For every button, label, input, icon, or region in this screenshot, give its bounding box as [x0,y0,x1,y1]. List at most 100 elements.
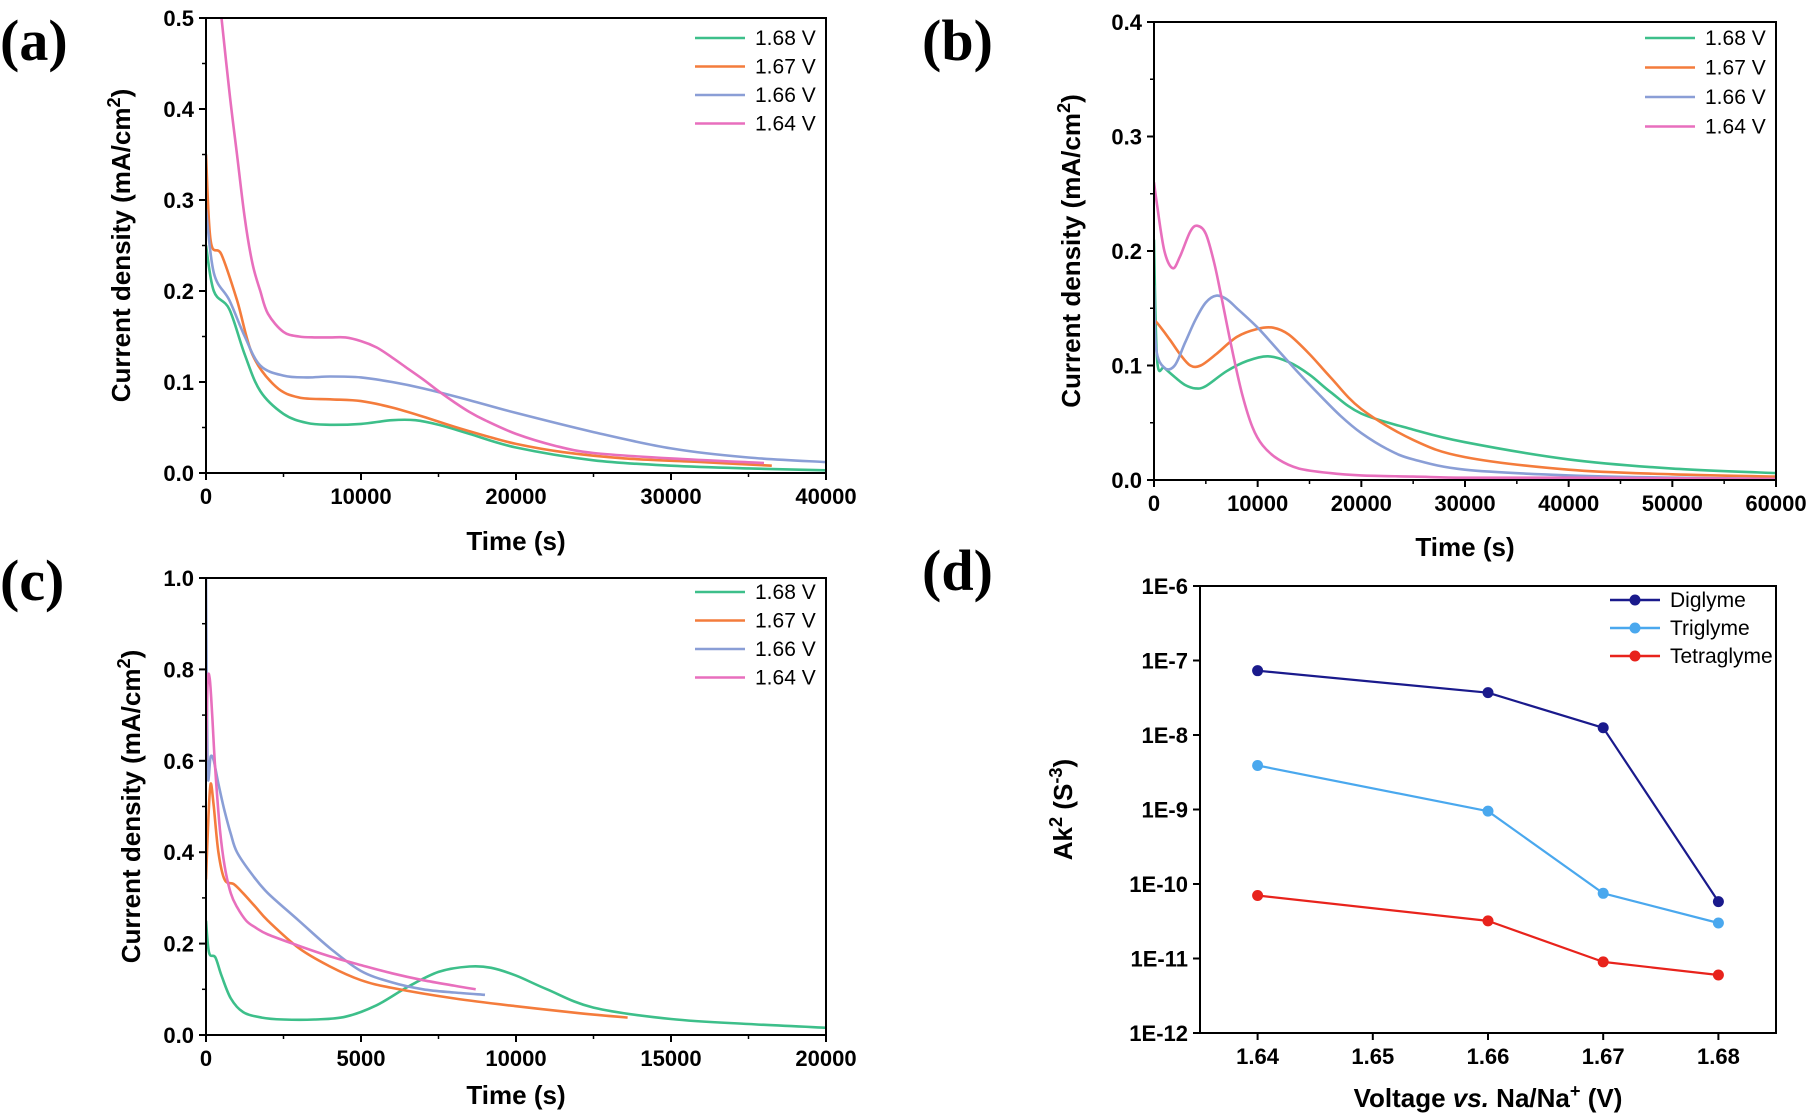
data-point-2-2 [1482,805,1494,817]
y-tick-label: 0.1 [163,370,194,395]
legend-label: Triglyme [1670,617,1750,640]
x-tick-label: 10000 [1227,491,1288,516]
panel-letter: (c) [0,548,64,613]
series-line-1 [1154,239,1776,475]
legend-label: 1.64 V [755,113,816,136]
series-line-3 [206,578,486,997]
legend: 1.68 V 1.67 V 1.66 V 1.64 V [695,27,816,136]
legend-marker [1629,594,1641,606]
panel-letter: (d) [922,538,993,603]
x-axis-title: Time (s) [466,1080,565,1110]
series-line-2 [206,782,628,1019]
series-line-3 [1154,285,1776,480]
series-line-3 [206,208,826,464]
data-point-1-1 [1252,665,1264,677]
y-tick-label: 0.8 [163,657,194,682]
y-tick-label: 1E-7 [1142,649,1188,674]
x-axis-title: Time (s) [466,526,565,556]
x-tick-label: 10000 [485,1046,546,1071]
legend-marker [1629,622,1641,634]
x-tick-label: 5000 [337,1046,386,1071]
x-tick-label: 1.65 [1351,1044,1394,1069]
y-tick-label: 0.1 [1111,354,1142,379]
data-point-1-4 [1712,896,1724,908]
y-tick-label: 0.0 [1111,468,1142,493]
y-tick-label: 1E-8 [1142,723,1188,748]
y-tick-label: 1.0 [163,566,194,591]
data-point-1-3 [1597,722,1609,734]
chart-panel-3: (c) 0 5000 10000 15000 20000 0.0 0.2 0.4 0.6 0.8 1.… [0,548,857,1110]
y-tick-label: 1E-11 [1131,947,1189,972]
legend-label: 1.66 V [755,84,816,107]
y-tick-label: 1E-12 [1129,1021,1188,1046]
series-line-1 [1257,669,1720,903]
series-line-4 [1154,182,1776,480]
series-line-3 [1257,894,1719,977]
legend-label: 1.66 V [1705,86,1766,109]
x-tick-label: 30000 [640,484,701,509]
legend-label: Diglyme [1670,589,1746,612]
plot-area [206,578,826,1029]
data-point-1-2 [1482,687,1494,699]
data-point-3-2 [1482,915,1494,927]
y-axis-title: Ak2 (S-3) [1046,759,1078,860]
x-tick-label: 40000 [795,484,856,509]
series-line-4 [206,672,476,991]
x-tick-label: 15000 [640,1046,701,1071]
y-tick-label: 1E-9 [1142,798,1188,823]
y-tick-label: 0.4 [1111,10,1142,35]
y-tick-label: 0.0 [163,461,194,486]
x-tick-label: 40000 [1538,491,1599,516]
y-tick-label: 0.4 [163,840,194,865]
legend-label: 1.67 V [755,56,816,79]
data-point-2-3 [1597,887,1609,899]
data-point-3-1 [1252,890,1264,902]
legend-label: Tetraglyme [1670,645,1773,668]
x-tick-label: 1.67 [1582,1044,1625,1069]
y-tick-label: 0.0 [163,1023,194,1048]
plot-area [206,18,826,472]
y-tick-label: 0.6 [163,749,194,774]
legend: 1.68 V 1.67 V 1.66 V 1.64 V [1645,27,1766,139]
data-point-2-1 [1252,759,1264,771]
plot-frame [205,577,827,1036]
y-tick-label: 0.2 [163,279,194,304]
legend-label: 1.64 V [755,667,816,690]
legend: Diglyme Triglyme Tetraglyme [1610,589,1773,668]
series-line-1 [206,920,826,1029]
x-axis-title: Time (s) [1415,532,1514,562]
x-tick-label: 20000 [1331,491,1392,516]
legend-label: 1.64 V [1705,116,1766,139]
legend-label: 1.67 V [755,610,816,633]
legend: 1.68 V 1.67 V 1.66 V 1.64 V [695,581,816,690]
series-line-4 [220,18,765,465]
data-point-2-4 [1712,917,1724,929]
chart-panel-2: (b) 0 10000 20000 30000 40000 50000 60000 0.0 0.1… [922,8,1807,562]
x-tick-label: 1.68 [1697,1044,1740,1069]
panel-letter: (b) [922,8,993,73]
legend-label: 1.68 V [755,27,816,50]
x-tick-label: 10000 [330,484,391,509]
x-tick-label: 60000 [1745,491,1806,516]
chart-panel-4: (d) 1.64 1.65 1.66 1.67 1.68 1E-12 1E-11 1E-10 1E… [922,538,1777,1113]
series-line-2 [1257,764,1719,925]
legend-label: 1.66 V [755,638,816,661]
y-tick-label: 0.3 [163,188,194,213]
x-tick-label: 1.66 [1467,1044,1510,1069]
x-tick-label: 50000 [1642,491,1703,516]
y-tick-label: 0.5 [163,6,194,31]
panel-letter: (a) [0,8,68,73]
y-axis-title: Current density (mA/cm2) [114,650,146,964]
x-tick-label: 0 [1148,491,1160,516]
legend-marker [1629,650,1641,662]
y-axis-title: Current density (mA/cm2) [1054,94,1086,408]
y-tick-label: 0.4 [163,97,194,122]
data-point-3-4 [1712,969,1724,981]
x-tick-label: 20000 [795,1046,856,1071]
legend-label: 1.68 V [755,581,816,604]
y-tick-label: 0.3 [1111,125,1142,150]
x-tick-label: 20000 [485,484,546,509]
x-tick-label: 30000 [1434,491,1495,516]
plot-frame [205,17,827,474]
